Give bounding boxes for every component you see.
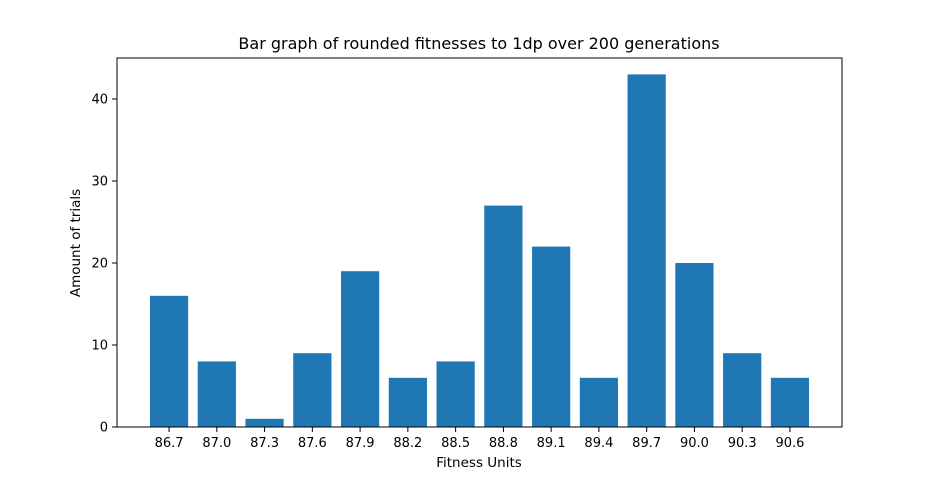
bar-87-0 xyxy=(197,361,236,427)
x-tick-label: 88.5 xyxy=(441,436,470,451)
y-tick-label: 20 xyxy=(91,257,108,272)
bar-86-7 xyxy=(149,295,189,427)
bar-87-9 xyxy=(340,271,380,427)
bar-89-4 xyxy=(579,377,619,427)
x-axis-label: Fitness Units xyxy=(436,455,522,471)
y-tick-label: 40 xyxy=(91,93,108,108)
x-tick-label: 89.1 xyxy=(537,436,566,451)
y-axis-ticks: 0 10 20 30 40 xyxy=(91,93,117,436)
x-tick-label: 88.8 xyxy=(489,436,518,451)
bar-89-1 xyxy=(532,246,571,427)
bar-90-3 xyxy=(723,353,762,427)
bar-88-2 xyxy=(388,377,427,427)
x-tick-label: 90.0 xyxy=(680,436,709,451)
bar-series xyxy=(149,74,810,428)
bar-88-8 xyxy=(484,205,523,427)
x-tick-label: 87.0 xyxy=(202,436,231,451)
bar-87-3 xyxy=(245,418,284,427)
bar-90-0 xyxy=(675,263,714,427)
bar-87-6 xyxy=(293,353,332,427)
x-tick-label: 89.7 xyxy=(632,436,661,451)
x-tick-label: 89.4 xyxy=(584,436,613,451)
x-tick-label: 90.6 xyxy=(775,436,804,451)
bar-89-7 xyxy=(627,74,666,428)
x-tick-label: 87.6 xyxy=(298,436,327,451)
y-axis-label: Amount of trials xyxy=(68,189,84,297)
y-tick-label: 0 xyxy=(100,421,108,436)
bar-88-5 xyxy=(436,361,475,427)
x-tick-label: 88.2 xyxy=(393,436,422,451)
x-tick-label: 87.9 xyxy=(346,436,375,451)
y-tick-label: 30 xyxy=(91,175,108,190)
y-tick-label: 10 xyxy=(91,339,108,354)
x-tick-label: 90.3 xyxy=(728,436,757,451)
x-axis-ticks: 86.7 87.0 87.3 87.6 87.9 88.2 88.5 88.8 89.1 89.4… xyxy=(155,427,804,451)
plot-area-frame xyxy=(116,57,843,428)
bar-90-6 xyxy=(770,377,810,427)
chart-title: Bar graph of rounded fitnesses to 1dp ov… xyxy=(238,34,719,53)
x-tick-label: 86.7 xyxy=(155,436,184,451)
x-tick-label: 87.3 xyxy=(250,436,279,451)
